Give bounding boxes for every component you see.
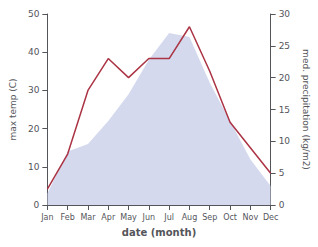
svg-text:40: 40 <box>28 47 40 57</box>
svg-text:20: 20 <box>279 73 291 83</box>
svg-text:Oct: Oct <box>223 213 237 222</box>
svg-text:10: 10 <box>28 162 40 172</box>
svg-text:30: 30 <box>279 9 291 19</box>
svg-text:Nov: Nov <box>243 213 259 222</box>
svg-text:Jan: Jan <box>40 213 53 222</box>
svg-text:Sep: Sep <box>202 213 217 222</box>
svg-text:0: 0 <box>279 200 285 210</box>
svg-text:0: 0 <box>34 200 40 210</box>
svg-text:Mar: Mar <box>80 213 96 222</box>
svg-text:15: 15 <box>279 105 290 115</box>
svg-text:max temp (C): max temp (C) <box>8 78 18 140</box>
svg-text:Apr: Apr <box>101 213 116 222</box>
svg-text:50: 50 <box>28 9 40 19</box>
svg-text:Jul: Jul <box>163 213 174 222</box>
svg-text:Feb: Feb <box>61 213 75 222</box>
svg-text:May: May <box>120 213 137 222</box>
svg-text:20: 20 <box>28 124 40 134</box>
svg-text:Dec: Dec <box>263 213 278 222</box>
svg-text:30: 30 <box>28 85 40 95</box>
svg-text:Jun: Jun <box>142 213 156 222</box>
svg-text:10: 10 <box>279 136 291 146</box>
svg-text:5: 5 <box>279 168 285 178</box>
svg-text:Aug: Aug <box>182 213 198 222</box>
svg-text:med. precipitation (kg/m2): med. precipitation (kg/m2) <box>301 49 311 170</box>
svg-text:date (month): date (month) <box>122 227 196 238</box>
svg-text:25: 25 <box>279 41 290 51</box>
